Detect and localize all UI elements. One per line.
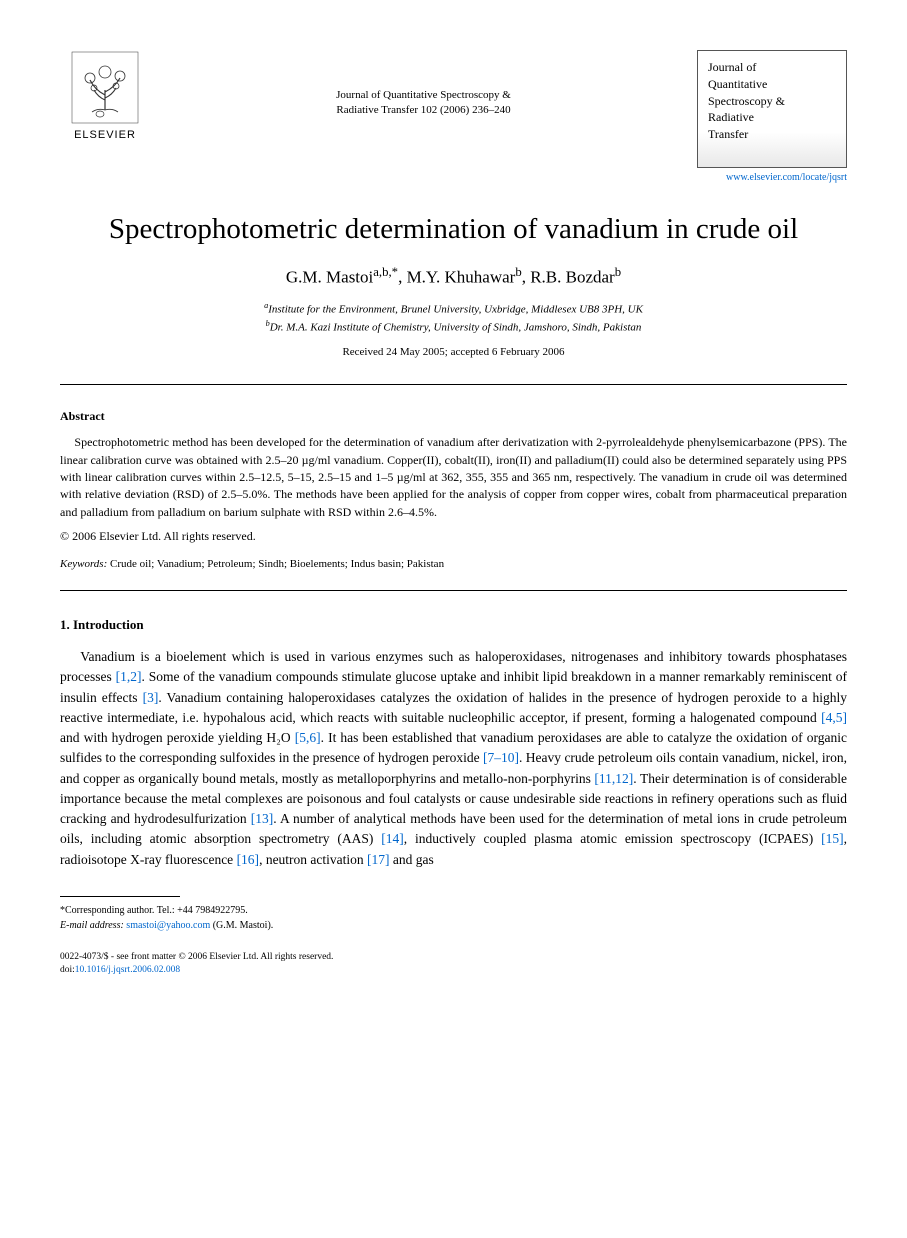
abstract-copyright: © 2006 Elsevier Ltd. All rights reserved… [60, 529, 847, 544]
publisher-label: ELSEVIER [74, 129, 136, 141]
front-matter-line: 0022-4073/$ - see front matter © 2006 El… [60, 951, 847, 964]
elsevier-tree-icon [70, 50, 140, 125]
journal-homepage-link[interactable]: www.elsevier.com/locate/jqsrt [697, 172, 847, 183]
keywords-text: Crude oil; Vanadium; Petroleum; Sindh; B… [107, 558, 444, 570]
corresponding-author-footnote: *Corresponding author. Tel.: +44 7984922… [60, 903, 847, 933]
doi-link[interactable]: 10.1016/j.jqsrt.2006.02.008 [75, 965, 180, 975]
keywords-label: Keywords: [60, 558, 107, 570]
doi-line: doi:10.1016/j.jqsrt.2006.02.008 [60, 964, 847, 977]
front-matter-block: 0022-4073/$ - see front matter © 2006 El… [60, 951, 847, 978]
keywords: Keywords: Crude oil; Vanadium; Petroleum… [60, 558, 847, 570]
authors: G.M. Mastoia,b,*, M.Y. Khuhawarb, R.B. B… [60, 265, 847, 288]
publisher-logo: ELSEVIER [60, 50, 150, 141]
rule-bottom [60, 590, 847, 591]
abstract-heading: Abstract [60, 409, 847, 424]
received-dates: Received 24 May 2005; accepted 6 Februar… [60, 346, 847, 358]
header-row: ELSEVIER Journal of Quantitative Spectro… [60, 50, 847, 183]
journal-citation: Journal of Quantitative Spectroscopy & R… [336, 50, 511, 118]
section-1-heading: 1. Introduction [60, 617, 847, 633]
corr-author-tel: *Corresponding author. Tel.: +44 7984922… [60, 903, 847, 918]
corr-author-email-line: E-mail address: smastoi@yahoo.com (G.M. … [60, 918, 847, 933]
email-tail: (G.M. Mastoi). [210, 920, 273, 931]
email-link[interactable]: smastoi@yahoo.com [126, 920, 210, 931]
email-label: E-mail address: [60, 920, 124, 931]
journal-right-block: Journal of Quantitative Spectroscopy & R… [697, 50, 847, 183]
rule-top [60, 384, 847, 385]
affiliations: aInstitute for the Environment, Brunel U… [60, 300, 847, 336]
affiliation-a: aInstitute for the Environment, Brunel U… [60, 300, 847, 318]
intro-paragraph: Vanadium is a bioelement which is used i… [60, 647, 847, 870]
abstract-body: Spectrophotometric method has been devel… [60, 434, 847, 521]
footnote-rule [60, 896, 180, 897]
article-title: Spectrophotometric determination of vana… [60, 211, 847, 247]
journal-citation-line2: Radiative Transfer 102 (2006) 236–240 [336, 103, 511, 118]
affiliation-b: bDr. M.A. Kazi Institute of Chemistry, U… [60, 318, 847, 336]
journal-citation-line1: Journal of Quantitative Spectroscopy & [336, 88, 511, 103]
journal-title-box: Journal of Quantitative Spectroscopy & R… [697, 50, 847, 168]
